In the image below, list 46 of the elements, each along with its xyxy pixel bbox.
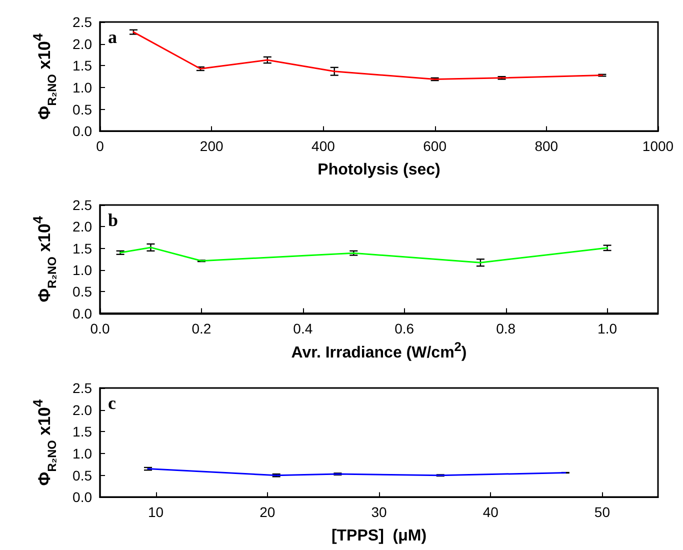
y-tick-label: 2.5 <box>72 197 92 213</box>
x-tick-label: 0.4 <box>293 320 313 336</box>
x-axis-title: Photolysis (sec) <box>318 162 440 178</box>
x-tick-label: 40 <box>482 504 499 520</box>
x-tick-label: 800 <box>534 138 558 154</box>
y-tick-label: 0.0 <box>72 123 92 140</box>
y-tick-label: 0.5 <box>72 284 92 300</box>
y-axis-title: ΦR₂NO x104 <box>30 399 59 486</box>
line-series <box>147 468 566 476</box>
x-tick-label: 20 <box>260 504 276 520</box>
x-tick-label: 0.8 <box>496 320 516 336</box>
x-axis-title: [TPPS] (μM) <box>331 528 427 544</box>
x-tick-label: 0 <box>96 138 104 154</box>
y-tick-label: 2.0 <box>72 36 92 52</box>
x-tick-label: 1.0 <box>598 320 618 336</box>
x-tick-label: 600 <box>423 138 447 154</box>
y-tick-label: 0.0 <box>72 489 92 506</box>
y-tick-label: 1.0 <box>72 262 92 278</box>
y-tick-label: 0.5 <box>72 467 92 484</box>
y-tick-label: 2.5 <box>72 380 92 396</box>
y-tick-label: 2.0 <box>72 218 92 235</box>
y-tick-label: 1.5 <box>72 240 92 256</box>
y-tick-label: 2.0 <box>72 402 92 418</box>
y-tick-label: 1.5 <box>72 424 92 440</box>
x-tick-label: 0.0 <box>90 320 110 336</box>
x-tick-label: 400 <box>312 138 336 154</box>
x-tick-label: 0.6 <box>394 320 414 336</box>
x-tick-label: 200 <box>200 138 224 154</box>
x-tick-label: 0.2 <box>192 320 212 336</box>
y-axis-title: ΦR₂NO x104 <box>30 33 59 120</box>
line-series <box>120 246 608 264</box>
y-tick-label: 0.0 <box>72 305 92 322</box>
x-tick-label: 10 <box>148 504 164 520</box>
annotation: c <box>108 393 116 413</box>
y-tick-label: 1.0 <box>72 80 92 96</box>
y-tick-label: 2.5 <box>72 14 92 30</box>
y-axis-title: ΦR₂NO x104 <box>30 216 59 302</box>
annotation: a <box>108 27 117 47</box>
annotation: b <box>108 210 118 230</box>
x-tick-label: 50 <box>594 504 610 520</box>
x-tick-label: 1000 <box>642 138 674 154</box>
x-tick-label: 30 <box>371 504 387 520</box>
y-tick-label: 0.5 <box>72 101 92 118</box>
y-tick-label: 1.0 <box>72 446 92 462</box>
y-tick-label: 1.5 <box>72 58 92 74</box>
line-series <box>132 31 603 80</box>
